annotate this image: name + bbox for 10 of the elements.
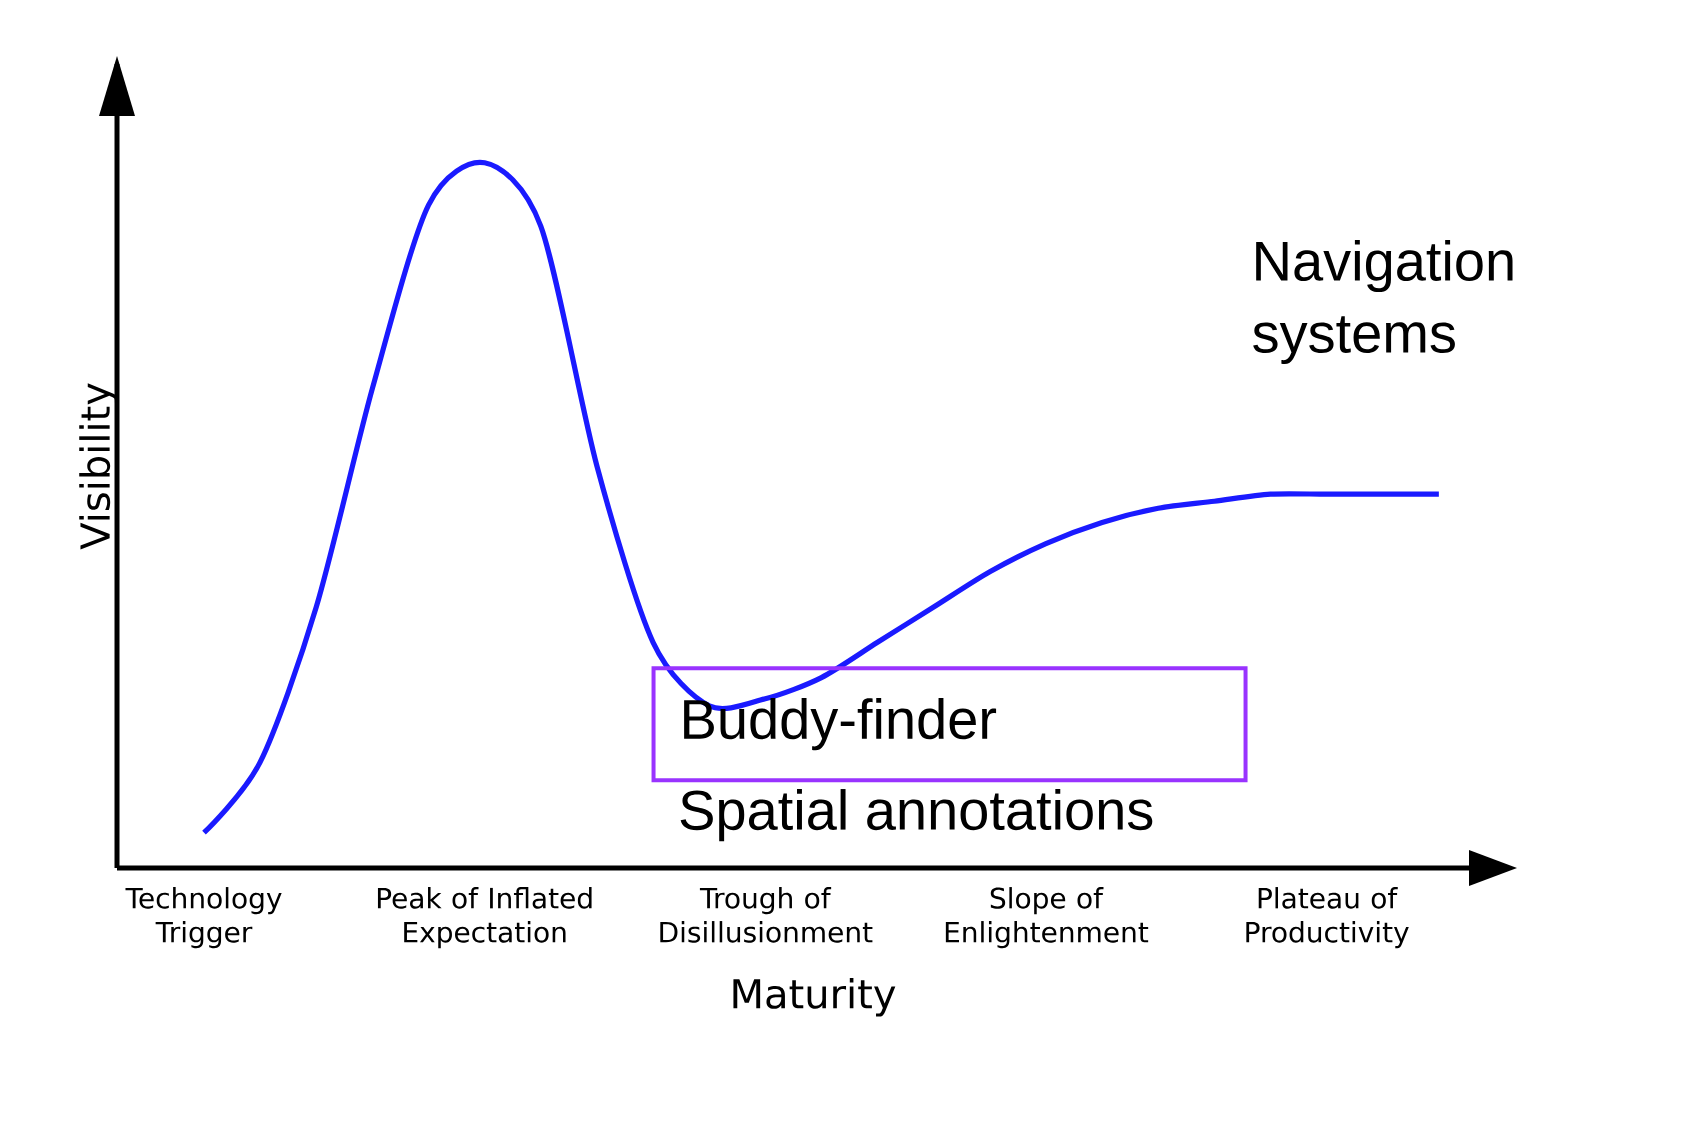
x-axis-title: Maturity xyxy=(733,977,896,1017)
annotation: Spatial annotations xyxy=(680,789,1153,842)
x-tick-label: Technology Trigger xyxy=(125,887,282,949)
x-tick-label: Peak of Inflated Expectation xyxy=(377,887,592,949)
annotation: Buddy-finder xyxy=(684,698,997,751)
x-tick-label: Slope of Enlightenment xyxy=(945,887,1149,949)
y-axis-title: Visibility xyxy=(79,383,118,550)
annotation: Navigation systems xyxy=(1253,239,1513,365)
x-tick-label: Plateau of Productivity xyxy=(1246,887,1409,949)
x-tick-label: Trough of Disillusionment xyxy=(660,887,873,943)
